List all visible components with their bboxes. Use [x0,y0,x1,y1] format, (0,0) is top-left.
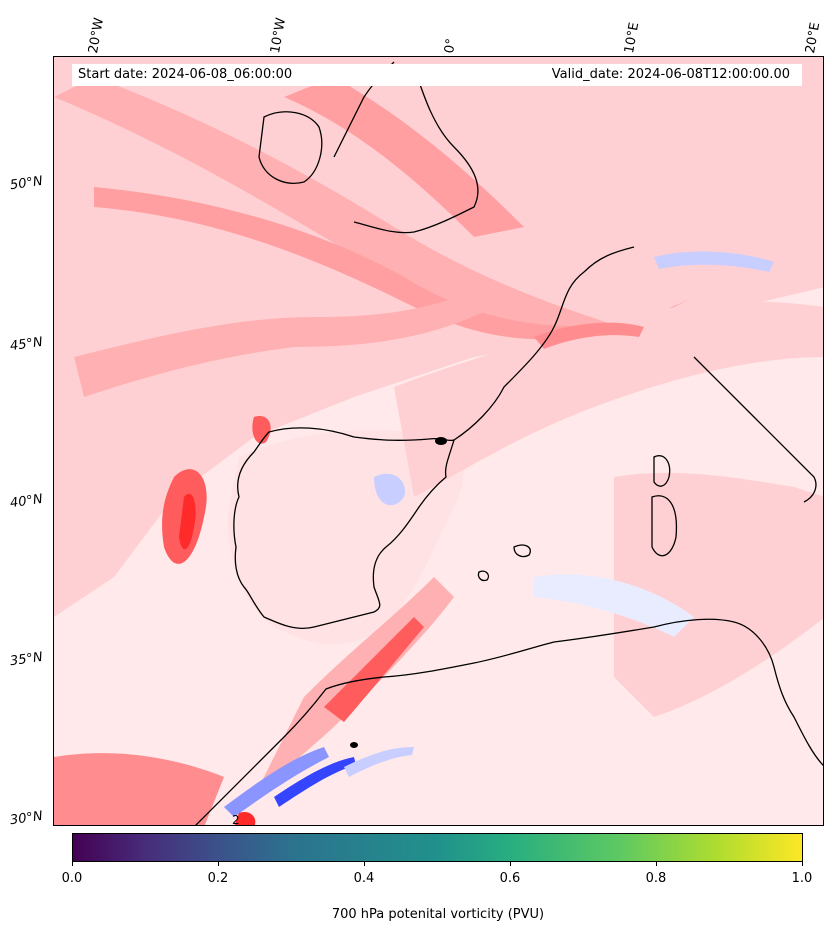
corsica-coastline [653,455,671,487]
colorbar-tick-3 [510,862,511,866]
north-africa-coastline [195,618,823,825]
colorbar [72,833,803,862]
alps-red-streak [534,322,644,349]
colorbar-tick-label-2: 0.4 [353,871,375,886]
lat-label-40n: 40°N [9,491,44,512]
iberia-coastline [233,427,455,629]
colorbar-tick-4 [656,862,657,866]
atlas-blue-streak-1 [224,747,329,817]
colorbar-tick-label-0: 0.0 [61,871,83,886]
italy-coastline [693,356,817,503]
ireland-coastline [258,111,323,184]
west-iberia-deep-red [179,493,196,550]
balearic-islands [513,544,531,558]
france-coastline [453,246,635,441]
lat-label-30n: 30°N [9,808,44,829]
jet-band-south [74,287,494,397]
sardinia-light-blue [534,574,694,637]
lat-label-35n: 35°N [9,649,44,670]
colorbar-tick-0 [72,862,73,866]
lon-label-10w: 10°W [268,16,290,55]
lon-label-20w: 20°W [86,16,108,55]
atlas-blue-streak-3 [344,747,414,777]
lon-label-0: 0° [442,37,460,55]
iberia-interior [228,430,464,645]
lon-label-20e: 20°E [803,21,824,55]
valid-date-label: Valid_date: 2024-06-08T12:00:00.00 [551,64,796,86]
colorbar-tick-label-4: 0.8 [645,871,667,886]
atlas-blue-streak-2 [274,757,356,807]
colorbar-tick-5 [802,862,803,866]
coastlines [195,61,823,825]
galicia-red-patch [252,416,271,444]
colorbar-tick-label-3: 0.6 [499,871,521,886]
southwest-red-field [54,753,224,825]
lon-label-10e: 10°E [622,21,643,55]
atlantic-pink-region [54,57,823,617]
iberia-blue-blob [374,473,405,506]
sardinia-coastline [651,495,678,557]
colorbar-tick-2 [364,862,365,866]
colorbar-tick-label-5: 1.0 [791,871,813,886]
black-dot-atlas [350,742,358,748]
jet-band-mid [94,187,694,340]
colorbar-tick-label-1: 0.2 [207,871,229,886]
jet-band-north [284,77,524,237]
ibiza-island [477,570,490,582]
morocco-red-band [324,617,424,722]
mediterranean-north-band [394,301,823,497]
colorbar-title: 700 hPa potenital vorticity (PVU) [331,907,545,922]
lat-label-50n: 50°N [9,173,44,194]
map-panel: 2 [53,56,824,826]
lat-label-45n: 45°N [9,334,44,355]
southwest-deep-red [234,812,256,825]
contour-value-label: 2 [232,813,240,826]
alps-blue-streak [654,251,774,272]
pv-contour-map: 2 [54,57,823,826]
jet-band-upper [54,77,654,357]
black-dot-pyrenees [435,437,447,445]
colorbar-tick-1 [218,862,219,866]
